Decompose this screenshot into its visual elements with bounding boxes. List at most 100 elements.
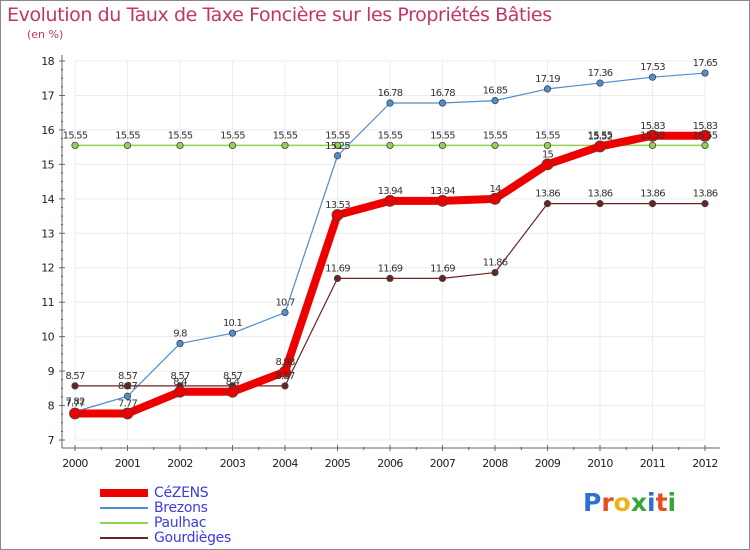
data-point-cezens <box>331 209 344 221</box>
data-label-brezons: 16.78 <box>378 88 403 99</box>
x-tick-label: 2002 <box>167 457 193 470</box>
legend-swatch <box>100 489 148 497</box>
data-point-cezens <box>384 194 396 207</box>
data-label-gourdieges: 11.69 <box>378 263 403 274</box>
data-label-gourdieges: 11.69 <box>430 263 455 274</box>
data-label-gourdieges: 13.86 <box>535 189 560 200</box>
x-tick-label: 2000 <box>62 457 88 470</box>
y-unit-label: (en %) <box>27 28 64 41</box>
data-label-gourdieges: 13.86 <box>588 189 613 200</box>
data-label-brezons: 16.78 <box>430 88 455 99</box>
legend-swatch <box>100 522 148 524</box>
data-point-gourdieges <box>386 274 394 283</box>
legend-label: Paulhac <box>154 515 207 531</box>
data-label-cezens: 7.77 <box>118 398 138 409</box>
data-label-brezons: 15.25 <box>325 141 350 152</box>
data-point-cezens <box>646 129 659 142</box>
data-point-cezens <box>279 365 291 378</box>
data-point-paulhac <box>648 141 657 150</box>
y-tick-label: 15 <box>41 158 54 171</box>
data-point-gourdieges <box>281 382 289 390</box>
x-tick-label: 2006 <box>377 457 403 470</box>
data-point-brezons <box>123 392 132 400</box>
data-point-gourdieges <box>701 200 709 208</box>
data-label-paulhac: 15.55 <box>325 130 350 141</box>
data-point-paulhac <box>228 141 237 150</box>
data-label-cezens: 15 <box>542 149 554 160</box>
y-tick-label: 14 <box>41 193 54 206</box>
data-point-brezons <box>543 85 552 93</box>
data-label-gourdieges: 13.86 <box>640 189 665 200</box>
data-point-brezons <box>176 339 184 348</box>
data-point-brezons <box>648 73 657 81</box>
grid-layer <box>74 60 706 441</box>
data-point-paulhac <box>333 141 342 150</box>
data-label-paulhac: 15.55 <box>168 130 193 141</box>
logo-letter: t <box>655 488 668 517</box>
x-tick-label: 2012 <box>692 457 718 470</box>
legend-label: CéZENS <box>154 485 209 501</box>
data-point-cezens <box>226 385 239 398</box>
data-label-brezons: 17.65 <box>693 58 718 69</box>
data-point-brezons <box>438 99 447 107</box>
x-tick-label: 2005 <box>325 457 351 470</box>
x-tick-label: 2010 <box>587 457 613 470</box>
y-tick-label: 10 <box>41 331 54 344</box>
data-label-cezens: 15.52 <box>588 131 613 142</box>
data-label-gourdieges: 11.69 <box>325 263 350 274</box>
data-point-gourdieges <box>596 200 604 208</box>
data-label-cezens: 15.83 <box>693 121 718 132</box>
y-tick-label: 11 <box>41 296 54 309</box>
data-point-gourdieges <box>543 200 552 208</box>
data-point-brezons <box>333 152 342 160</box>
x-tick-label: 2007 <box>430 457 456 470</box>
data-label-gourdieges: 11.86 <box>483 258 508 269</box>
data-point-paulhac <box>491 141 499 150</box>
data-point-brezons <box>281 308 289 317</box>
data-label-paulhac: 15.55 <box>273 130 298 141</box>
data-point-brezons <box>491 97 499 105</box>
data-point-gourdieges <box>71 382 79 390</box>
data-label-paulhac: 15.55 <box>378 130 403 141</box>
data-label-paulhac: 15.55 <box>115 130 140 141</box>
data-label-paulhac: 15.55 <box>430 130 455 141</box>
data-label-cezens: 13.94 <box>378 186 403 197</box>
legend-label: Brezons <box>154 500 208 516</box>
data-label-gourdieges: 8.57 <box>223 371 243 382</box>
y-tick-label: 12 <box>41 262 54 275</box>
data-point-paulhac <box>123 141 132 150</box>
data-label-brezons: 16.85 <box>483 86 508 97</box>
data-point-cezens <box>436 194 449 207</box>
x-tick-label: 2004 <box>272 457 298 470</box>
x-tick-label: 2001 <box>115 457 141 470</box>
data-label-cezens: 14 <box>489 184 501 195</box>
data-label-brezons: 10.1 <box>223 318 243 329</box>
data-label-cezens: 13.53 <box>325 200 350 211</box>
data-point-cezens <box>174 385 186 398</box>
data-point-paulhac <box>71 141 79 150</box>
y-tick-label: 17 <box>41 89 54 102</box>
data-point-brezons <box>596 79 604 87</box>
x-tick-label: 2009 <box>535 457 561 470</box>
data-point-paulhac <box>281 141 289 150</box>
data-label-brezons: 17.53 <box>640 62 665 73</box>
data-label-paulhac: 15.55 <box>535 130 560 141</box>
chart-title: Evolution du Taux de Taxe Foncière sur l… <box>7 4 552 26</box>
data-label-paulhac: 15.55 <box>588 130 613 141</box>
data-label-paulhac: 15.55 <box>220 130 245 141</box>
y-tick-label: 8 <box>48 400 55 413</box>
axis-layer: 7 8 9 10 11 12 13 14 15 16 17 18 2000 2001 2002 2003 200… <box>41 55 720 470</box>
data-point-gourdieges <box>333 274 342 283</box>
data-point-brezons <box>228 329 237 337</box>
data-point-cezens <box>699 129 711 142</box>
data-label-gourdieges: 8.57 <box>65 371 85 382</box>
data-label-cezens: 8.4 <box>226 377 240 388</box>
logo-letter: i <box>667 488 677 517</box>
data-point-cezens <box>594 140 606 153</box>
y-tick-label: 13 <box>41 227 54 240</box>
data-point-paulhac <box>438 141 447 150</box>
data-label-gourdieges: 8.57 <box>275 371 295 382</box>
data-label-paulhac: 15.55 <box>693 130 718 141</box>
logo-letter: r <box>601 488 614 517</box>
